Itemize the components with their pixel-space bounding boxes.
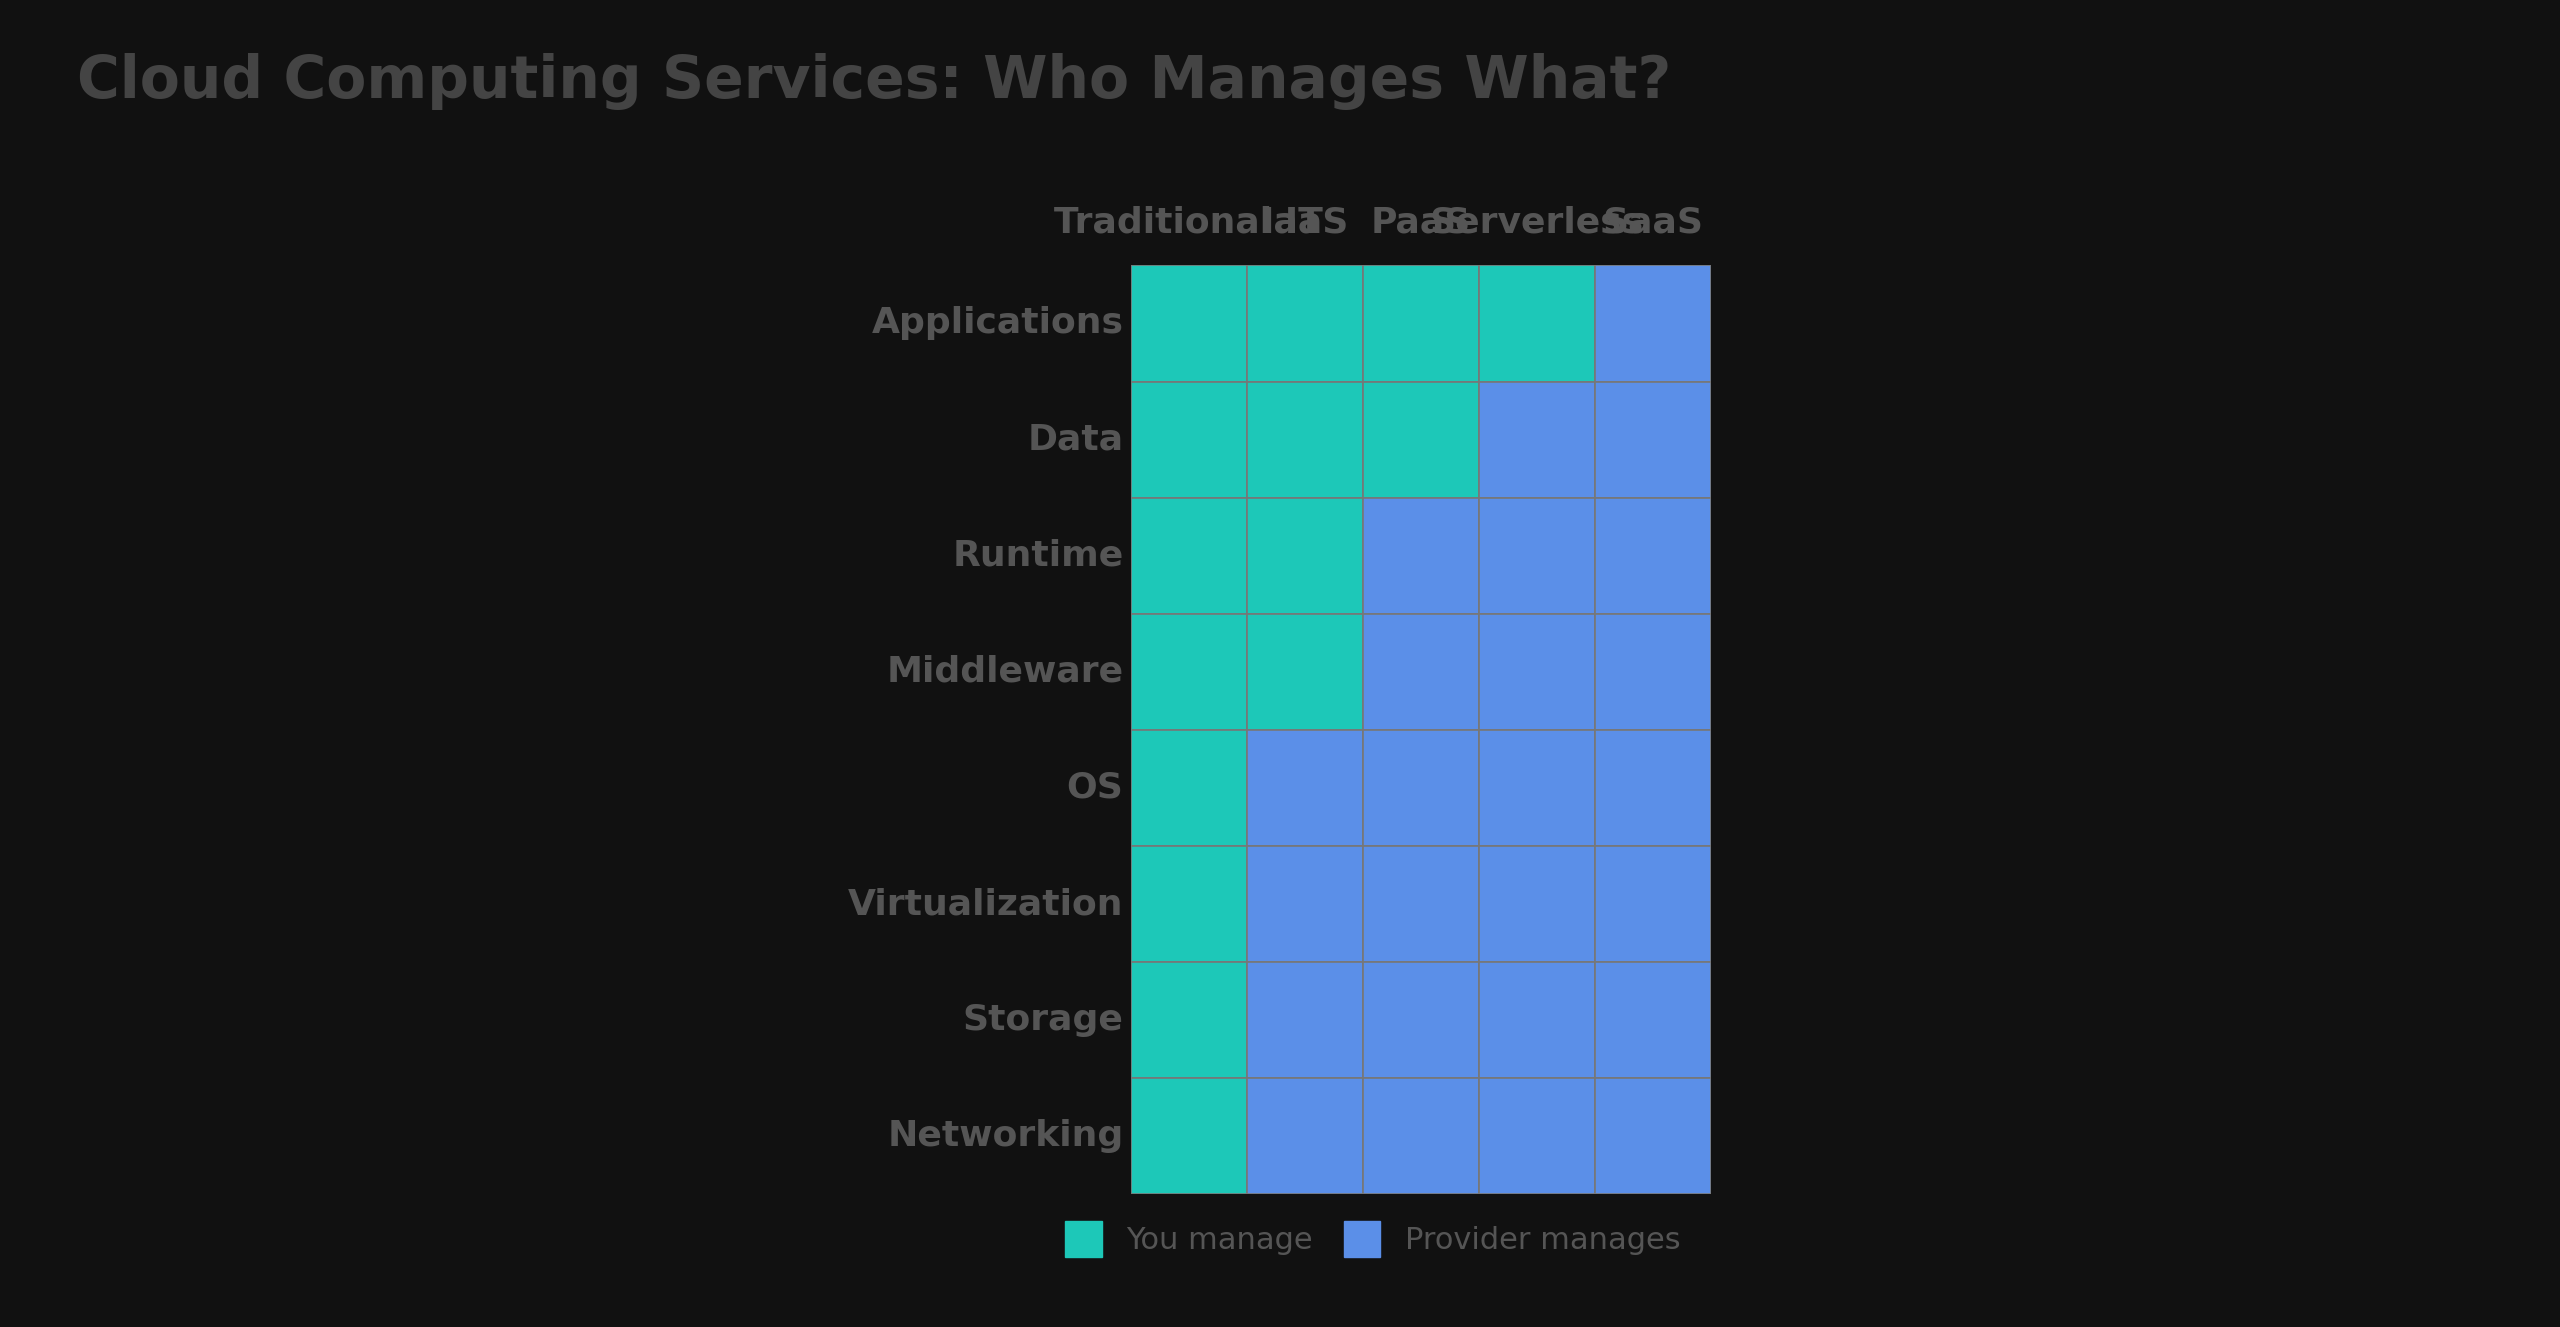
Bar [1480,498,1595,613]
Text: Virtualization: Virtualization [847,886,1124,921]
Text: OS: OS [1068,771,1124,805]
Bar [1362,381,1480,498]
Bar [1132,381,1247,498]
Text: Traditional IT: Traditional IT [1055,206,1324,240]
Bar [1595,381,1710,498]
Bar [1480,381,1595,498]
Bar [1247,381,1362,498]
Bar [1247,962,1362,1078]
Bar [1132,962,1247,1078]
Bar [1480,847,1595,962]
Bar [1132,613,1247,730]
Bar [1362,265,1480,382]
Bar [1362,962,1480,1078]
Bar [1595,498,1710,613]
Bar [1132,498,1247,613]
Text: PaaS: PaaS [1370,206,1472,240]
Bar [1480,613,1595,730]
Text: SaaS: SaaS [1603,206,1702,240]
Bar [1247,613,1362,730]
Bar [1132,730,1247,847]
Bar [1247,847,1362,962]
Bar [1362,730,1480,847]
Bar [1362,498,1480,613]
Text: Networking: Networking [888,1119,1124,1153]
Text: Storage: Storage [963,1003,1124,1038]
Text: Data: Data [1027,422,1124,456]
Text: Serverless: Serverless [1431,206,1644,240]
Bar [1595,730,1710,847]
Bar [1480,1078,1595,1194]
Bar [1480,730,1595,847]
Bar [1132,265,1247,382]
Text: Cloud Computing Services: Who Manages What?: Cloud Computing Services: Who Manages Wh… [77,53,1672,110]
Bar [1595,962,1710,1078]
Text: Applications: Applications [870,307,1124,341]
Bar [1247,498,1362,613]
Bar [1362,613,1480,730]
Bar [1362,1078,1480,1194]
Bar [1247,1078,1362,1194]
Bar [1595,847,1710,962]
Legend: You manage, Provider manages: You manage, Provider manages [1050,1206,1695,1271]
Bar [1247,265,1362,382]
Text: Middleware: Middleware [886,654,1124,689]
Bar [1132,1078,1247,1194]
Text: IaaS: IaaS [1260,206,1349,240]
Bar [1595,613,1710,730]
Bar [1480,265,1595,382]
Bar [1595,265,1710,382]
Text: Runtime: Runtime [952,539,1124,573]
Bar [1132,847,1247,962]
Bar [1480,962,1595,1078]
Bar [1247,730,1362,847]
Bar [1595,1078,1710,1194]
Bar [1362,847,1480,962]
